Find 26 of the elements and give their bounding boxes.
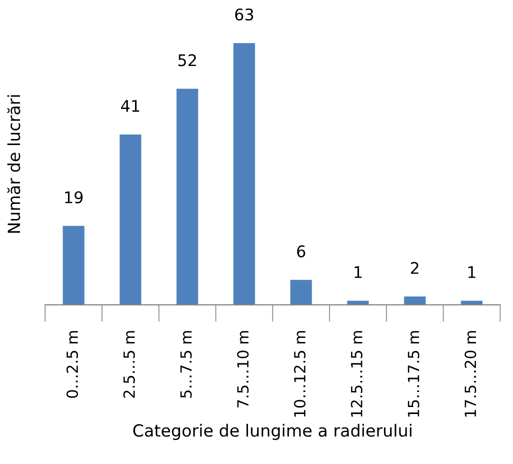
- bar: [176, 88, 198, 305]
- bar: [290, 280, 312, 305]
- x-tick-label: 5…7.5 m: [180, 331, 192, 398]
- data-label: 63: [235, 8, 254, 21]
- x-tick-label: 12.5…15 m: [350, 331, 362, 417]
- bar: [233, 43, 256, 305]
- x-tick-label: 15…17.5 m: [408, 331, 420, 417]
- data-label: 1: [354, 266, 362, 278]
- x-axis-title: Categorie de lungime a radierului: [133, 424, 412, 440]
- x-tick-label: 7.5…10 m: [237, 331, 249, 408]
- y-axis-title: Număr de lucrări: [7, 95, 20, 233]
- bar: [62, 226, 84, 305]
- bar: [347, 300, 369, 305]
- x-tick-label: 0…2.5 m: [66, 331, 78, 398]
- bar: [404, 296, 426, 305]
- bar: [460, 300, 483, 305]
- x-tick-label: 10…12.5 m: [294, 331, 306, 417]
- x-tick-label: 2.5…5 m: [123, 331, 135, 398]
- data-label: 6: [297, 245, 306, 258]
- data-label: 41: [121, 100, 140, 112]
- x-tick-label: 17.5…20 m: [464, 331, 476, 417]
- data-label: 52: [178, 54, 196, 66]
- data-label: 1: [468, 266, 476, 278]
- bar: [120, 134, 142, 305]
- data-label: 19: [65, 191, 83, 204]
- data-label: 2: [410, 262, 418, 274]
